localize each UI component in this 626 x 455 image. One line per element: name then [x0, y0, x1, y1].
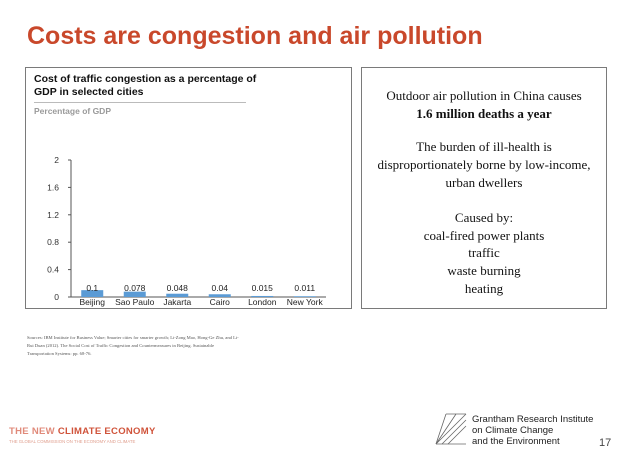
bar [81, 290, 104, 297]
burden-line-1: The burden of ill-health is [416, 139, 552, 154]
cause-waste-burning: waste burning [447, 263, 521, 278]
nce-logo-text-part2: CLIMATE ECONOMY [57, 426, 156, 437]
chart-title: Cost of traffic congestion as a percenta… [34, 73, 257, 98]
y-tick-label: 1.2 [47, 210, 59, 220]
bar [208, 294, 231, 297]
bar-value-label: 0.04 [211, 283, 228, 293]
bar [123, 291, 146, 297]
text-panel: Outdoor air pollution in China causes 1.… [361, 67, 607, 309]
burden-line-2: disproportionately borne by low-income, [377, 157, 591, 172]
burden-line-3: urban dwellers [445, 175, 523, 190]
cause-heating: heating [464, 281, 504, 296]
bar-value-label: 0.048 [167, 283, 189, 293]
nce-tagline: THE GLOBAL COMMISSION ON THE ECONOMY AND… [9, 439, 136, 444]
bar-value-label: 0.015 [252, 283, 274, 293]
bar-value-label: 0.1 [86, 283, 98, 293]
grantham-name-line-3: and the Environment [472, 436, 560, 447]
deaths-statement: 1.6 million deaths a year [416, 106, 552, 121]
x-tick-label: Sao Paulo [115, 297, 154, 307]
caused-by-heading: Caused by: [454, 210, 514, 225]
x-tick-label: Cairo [210, 297, 231, 307]
chart-title-divider [34, 102, 246, 103]
sources-line: Sources: IBM Institute for Business Valu… [27, 335, 239, 340]
bar [293, 296, 316, 297]
sources-line: Rui Duan (2012). The Social Cost of Traf… [27, 343, 215, 348]
sources-note: Sources: IBM Institute for Business Valu… [27, 334, 317, 358]
y-tick-label: 2 [54, 155, 59, 165]
bar-value-label: 0.011 [294, 283, 315, 293]
cause-traffic: traffic [468, 245, 500, 260]
y-tick-label: 0.8 [47, 237, 59, 247]
x-tick-label: New York [287, 297, 324, 307]
cause-coal-power: coal-fired power plants [423, 228, 545, 243]
bar-chart: 0 0.4 0.8 1.2 1.6 2 0.1 Beijing 0.078 Sao Paulo 0.… [47, 155, 326, 307]
grantham-mark-icon [435, 413, 467, 445]
bar [251, 295, 274, 297]
x-tick-label: London [248, 297, 277, 307]
y-tick-label: 1.6 [47, 182, 59, 192]
x-tick-label: Jakarta [163, 297, 191, 307]
grantham-name-line-1: Grantham Research Institute [472, 414, 594, 425]
sources-line: Transportation Systems: pp. 68-76. [27, 351, 92, 356]
chart-subtitle: Percentage of GDP [34, 106, 111, 116]
new-climate-economy-logo: THE NEW CLIMATE ECONOMY THE GLOBAL COMMI… [9, 426, 156, 444]
nce-logo-text-part1: THE NEW [9, 426, 58, 437]
y-tick-label: 0.4 [47, 265, 59, 275]
slide-title: Costs are congestion and air pollution [27, 22, 483, 50]
x-tick-label: Beijing [79, 297, 105, 307]
air-pollution-statement: Outdoor air pollution in China causes [386, 88, 582, 103]
chart-panel: Cost of traffic congestion as a percenta… [25, 67, 352, 309]
y-tick-label: 0 [54, 292, 59, 302]
bar [166, 293, 189, 297]
page-number: 17 [599, 437, 612, 449]
grantham-name-line-2: on Climate Change [472, 425, 554, 436]
bar-value-label: 0.078 [124, 283, 146, 293]
